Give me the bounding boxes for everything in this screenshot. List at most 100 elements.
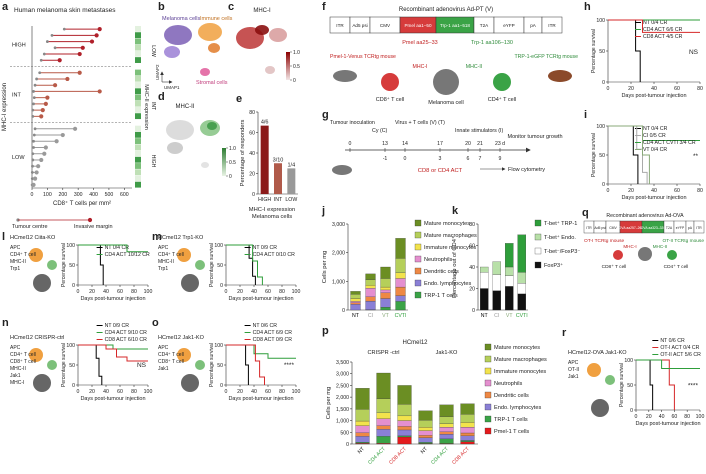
x-tick-label: 40 — [651, 86, 657, 92]
bar-segment — [376, 436, 391, 444]
centre-dot — [50, 33, 54, 37]
panel-letter: o — [152, 317, 159, 329]
legend-label: Neutrophils — [424, 257, 452, 263]
panel-letter: r — [562, 327, 567, 339]
t-cell — [47, 260, 57, 270]
centre-dot — [31, 152, 35, 156]
cd8-cell — [381, 73, 399, 91]
cartoon-label: Trp1 — [158, 266, 168, 272]
melanoma-cell — [638, 247, 652, 261]
cluster-label: Stromal cells — [196, 80, 228, 86]
x-tick-label: 500 — [105, 192, 114, 198]
apc-cell — [177, 248, 191, 262]
legend-label: NT 0/4 CR — [643, 20, 668, 26]
cell-cluster — [198, 23, 222, 41]
survival-curve — [226, 344, 249, 385]
bar-segment — [505, 243, 514, 268]
panel-letter: c — [228, 1, 234, 13]
side-cell — [135, 113, 141, 120]
x-tick-label: 300 — [74, 192, 83, 198]
x-tick-label: 40 — [651, 188, 657, 194]
y-tick-label: 100 — [596, 18, 605, 24]
bar-segment — [380, 289, 391, 293]
bar-segment — [505, 266, 514, 276]
legend-label: Neutrophils — [494, 381, 522, 387]
centre-dot — [53, 46, 57, 50]
legend-swatch — [484, 379, 492, 387]
vector-label: ITR — [586, 226, 592, 230]
colorbar-label: 0 — [229, 174, 232, 180]
centre-dot — [42, 52, 46, 56]
step-label: Innate stimulators (I) — [455, 128, 504, 134]
vector-label: ITR — [336, 23, 344, 28]
bar-segment — [355, 388, 370, 410]
side-cell — [135, 26, 141, 32]
side-cell — [135, 156, 141, 163]
legend-label: NT 0/6 CR — [660, 338, 685, 344]
margin-dot — [80, 45, 85, 50]
y-tick-label: 50 — [217, 363, 223, 369]
x-tick-label: 80 — [131, 389, 137, 395]
y-axis-label: Cells per mg — [322, 251, 328, 284]
legend-label: CD8 ACT 4/5 CR — [643, 34, 683, 40]
bar-segment — [350, 294, 361, 299]
vector-label: OVA aa323–339 — [641, 226, 666, 230]
centre-dot — [62, 27, 66, 31]
x-tick-label: CD4 ACT — [367, 446, 387, 466]
cartoon-title: HCmel12-OVA Jak1-KO — [568, 350, 627, 356]
vector-label: T2A — [480, 23, 489, 28]
y-axis-label: Percentage survival — [61, 243, 67, 287]
bar-segment — [517, 293, 526, 311]
step-label: Tumour inoculation — [330, 120, 375, 126]
legend-swatch — [534, 247, 542, 255]
bar-segment — [376, 429, 391, 437]
chart-title: HCmel12 — [402, 340, 428, 346]
x-tick-label: CD8 ACT — [388, 446, 408, 466]
legend-label: FoxP3⁺ — [544, 262, 563, 269]
centre-dot — [32, 102, 35, 106]
day-label: 13 — [382, 141, 388, 147]
x-tick-label: 20 — [628, 86, 634, 92]
colorbar-label: 0 — [293, 78, 296, 84]
y-axis-label: Percentage survival — [619, 363, 625, 407]
cartoon-label: APC — [158, 245, 169, 251]
y-tick-label: 500 — [340, 430, 349, 436]
survival-curve — [226, 244, 263, 285]
cell-cluster — [255, 25, 269, 35]
bar-segment — [365, 273, 376, 280]
legend-label: Immature monocytes — [424, 245, 476, 251]
bar-segment — [480, 288, 489, 311]
legend-label: VT 0/4 CR — [643, 147, 667, 153]
mouse-label: TRP-1-eGFP TCRtg mouse — [514, 54, 578, 60]
bar-segment — [439, 431, 454, 435]
legend-label: Mature monocytes — [494, 345, 540, 351]
legend-swatch — [534, 233, 542, 241]
colorbar — [222, 148, 226, 176]
y-tick-label: 60 — [469, 244, 475, 250]
margin-dot — [31, 182, 36, 187]
y-axis-label: Percentage of responders — [240, 120, 246, 187]
group-label: LOW — [12, 155, 25, 161]
bar-segment — [395, 258, 406, 273]
centre-dot — [31, 164, 34, 168]
x-tick-label: CI — [494, 313, 499, 319]
treatment-day-label: 7 — [479, 156, 482, 162]
cartoon-label: Jak1 — [10, 373, 21, 379]
margin-dot — [77, 51, 82, 57]
margin-dot — [36, 164, 41, 169]
legend-swatch — [414, 267, 422, 275]
survival-curve — [636, 359, 700, 369]
annotation: **** — [688, 383, 699, 390]
vector-segment — [541, 16, 563, 34]
panel-letter: f — [322, 1, 326, 13]
bar-segment — [460, 422, 475, 428]
centre-dot — [35, 77, 39, 81]
bar-segment — [355, 432, 370, 437]
margin-dot — [94, 33, 99, 38]
cartoon-label: OT-II — [568, 367, 579, 373]
y-tick-label: 100 — [214, 243, 223, 249]
x-tick-label: 0 — [607, 86, 610, 92]
margin-dot — [97, 89, 102, 94]
x-tick-label: 40 — [251, 389, 257, 395]
